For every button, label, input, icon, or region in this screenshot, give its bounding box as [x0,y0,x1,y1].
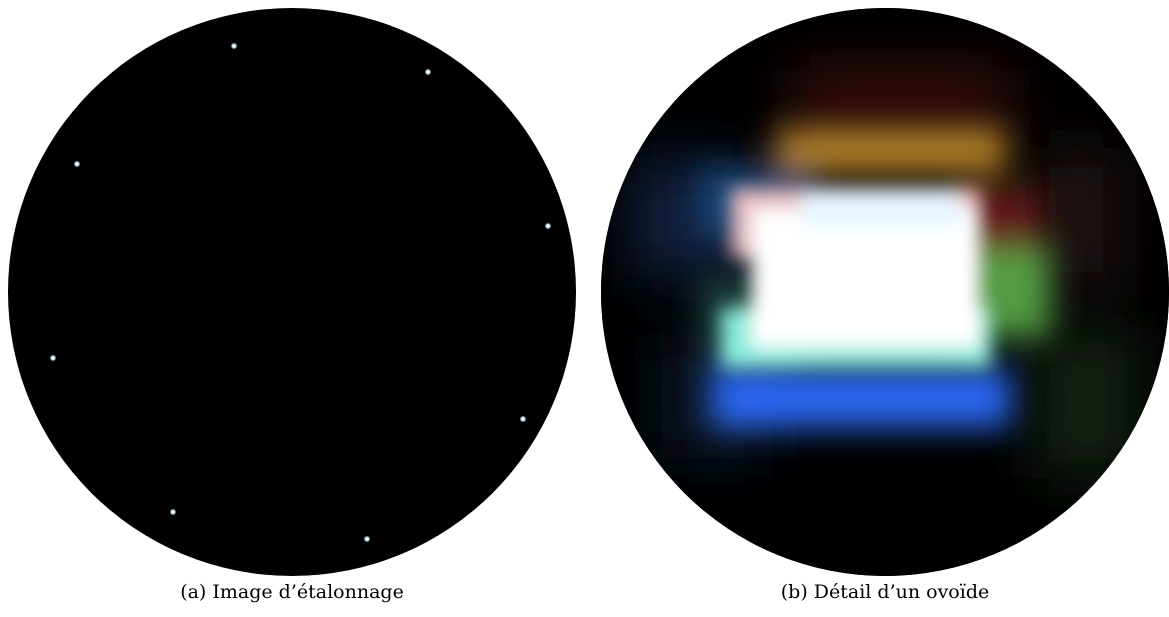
calibration-dot [519,415,527,423]
panel-a: (a) Image d’étalonnage [8,8,576,603]
calibration-dot [424,68,432,76]
calibration-dot [73,160,81,168]
calibration-dot [230,42,238,50]
calibration-dot [169,508,177,516]
calibration-dot [49,354,57,362]
ovoid-blur [601,8,1169,576]
calibration-dot [544,222,552,230]
calibration-image [8,8,576,576]
caption-a: (a) Image d’étalonnage [180,581,404,603]
panel-b: (b) Détail d’un ovoïde [601,8,1169,603]
calibration-dot [363,535,371,543]
ovoid-detail-image [601,8,1169,576]
caption-b: (b) Détail d’un ovoïde [780,581,990,603]
calibration-dots [49,42,552,543]
